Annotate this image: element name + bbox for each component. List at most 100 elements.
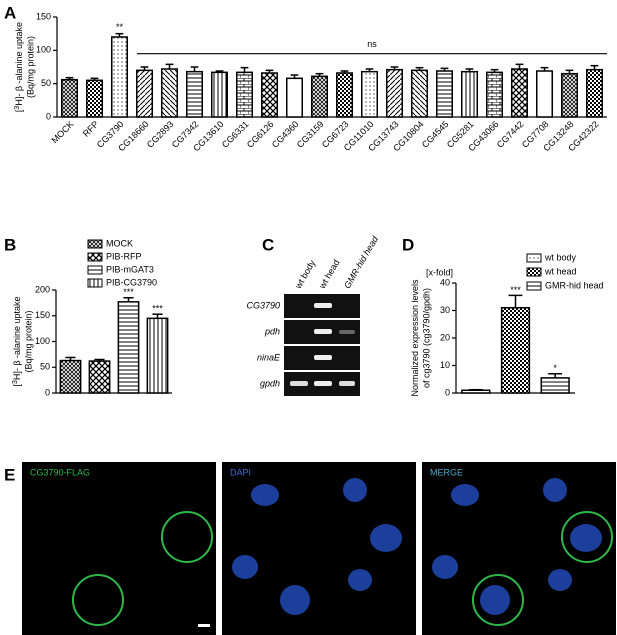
error-bar [468, 388, 483, 391]
bar [236, 71, 253, 118]
y-label-part: [ [14, 109, 24, 112]
error-bar [165, 63, 174, 69]
y-tick-label: 30 [440, 305, 450, 315]
bar [386, 68, 403, 118]
legend-label: PIB-RFP [106, 251, 142, 261]
y-tick-label: 40 [440, 277, 450, 287]
image-label: DAPI [230, 467, 251, 477]
bar [186, 70, 203, 118]
x-tick-label: MOCK [49, 119, 75, 145]
legend-swatch [526, 267, 542, 277]
error-bar [152, 313, 163, 319]
error-bar [390, 66, 399, 70]
y-label-part: H]- β -alanine uptake [14, 22, 24, 106]
y-tick-label: 150 [35, 310, 50, 320]
panel-letter: B [4, 235, 16, 254]
error-bar [290, 74, 299, 79]
y-label-part: [ [12, 384, 22, 387]
error-bar [215, 70, 224, 73]
error-bar [365, 68, 374, 72]
error-bar [340, 70, 349, 73]
bar [86, 79, 103, 118]
group-label: ns [367, 39, 377, 49]
y-label-part: Normalized expression levels [410, 279, 420, 397]
row-label: pdh [264, 326, 280, 336]
gel [284, 294, 360, 396]
error-bar [490, 68, 499, 73]
bar [261, 72, 278, 118]
error-bar [415, 66, 424, 71]
significance: *** [510, 285, 521, 295]
row-label: CG3790 [246, 300, 280, 310]
legend-label: PIB-CG3790 [106, 277, 157, 287]
error-bar [465, 68, 474, 72]
bar [88, 360, 111, 394]
y-tick-label: 0 [45, 387, 50, 397]
y-tick-label: 50 [40, 362, 50, 372]
error-bar [265, 69, 274, 73]
y-tick-label: 200 [35, 284, 50, 294]
y-tick-label: 100 [35, 336, 50, 346]
y-label-sup: 3 [14, 106, 21, 110]
bar [536, 70, 553, 118]
y-axis-label: of cg3790 (cg3790/gpdh) [421, 288, 431, 388]
bar [411, 69, 428, 118]
y-tick-label: 0 [46, 111, 51, 121]
bar [111, 36, 128, 118]
error-bar [123, 296, 134, 302]
legend-swatch [526, 281, 542, 291]
lane-label: GMR-hid head [342, 234, 380, 291]
error-bar [90, 77, 99, 81]
legend-label: wt body [544, 252, 577, 262]
bar [586, 68, 603, 118]
error-bar [590, 64, 599, 70]
bar [511, 68, 528, 118]
error-bar [65, 76, 74, 80]
row-label: gpdh [260, 378, 280, 388]
bar [61, 78, 78, 118]
significance: *** [152, 304, 163, 314]
bar [461, 389, 491, 394]
error-bar [540, 66, 549, 71]
significance: ** [116, 22, 124, 32]
legend-label: MOCK [106, 238, 133, 248]
bar [361, 70, 378, 118]
lane-label: wt head [317, 258, 342, 291]
error-bar [565, 69, 574, 74]
row-label: ninaE [257, 352, 281, 362]
bar [286, 77, 303, 118]
error-bar [240, 66, 249, 73]
bar [540, 377, 570, 394]
y-tick-label: 0 [445, 387, 450, 397]
y-label-sup: 3 [12, 380, 19, 384]
panel-letter: C [262, 235, 274, 254]
image-label: MERGE [430, 467, 463, 477]
legend-swatch [87, 278, 103, 288]
bar [500, 307, 531, 394]
bar [436, 70, 453, 118]
legend-label: GMR-hid head [545, 280, 604, 290]
y-axis-label: [3H]- β -alanine uptake [12, 296, 23, 386]
lane-label: wt body [293, 258, 318, 291]
legend-swatch [87, 265, 103, 275]
legend-label: PIB-mGAT3 [106, 264, 154, 274]
y-tick-label: 100 [36, 45, 51, 55]
y-tick-label: 20 [440, 332, 450, 342]
y-axis-label: [3H]- β -alanine uptake [14, 22, 25, 112]
bar [486, 71, 503, 118]
micrographs [22, 462, 616, 635]
bar [211, 71, 228, 118]
error-bar [94, 358, 105, 362]
axis-header: [x-fold] [426, 267, 453, 277]
y-label-part: H]- β -alanine uptake [12, 296, 22, 380]
error-bar [190, 66, 199, 72]
significance: *** [123, 287, 134, 297]
panel-letter: E [4, 465, 15, 484]
image-label: CG3790-FLAG [30, 467, 90, 477]
significance: * [553, 363, 557, 373]
error-bar [515, 63, 524, 69]
error-bar [508, 294, 523, 308]
error-bar [315, 72, 324, 77]
error-bar [115, 32, 124, 37]
